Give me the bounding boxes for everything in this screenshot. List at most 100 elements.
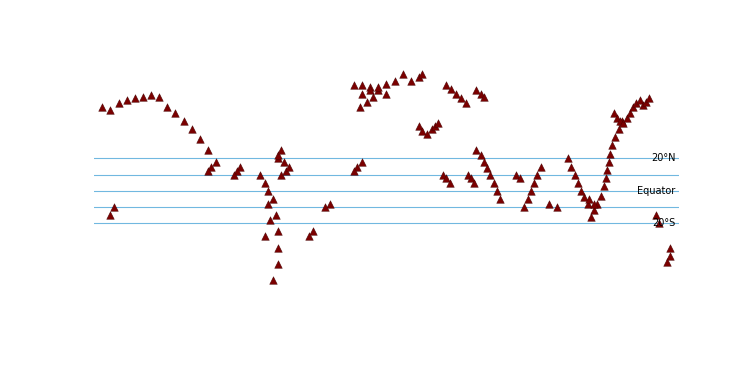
Point bbox=[108, 204, 120, 210]
Point bbox=[460, 100, 472, 106]
Point bbox=[470, 87, 482, 93]
Point bbox=[653, 221, 665, 226]
Point bbox=[588, 208, 600, 213]
Point bbox=[661, 259, 673, 265]
Point bbox=[137, 94, 149, 100]
Point bbox=[572, 180, 584, 186]
Point bbox=[231, 168, 243, 174]
Point bbox=[264, 217, 276, 223]
Point bbox=[271, 152, 284, 158]
Point bbox=[426, 126, 438, 132]
Point bbox=[372, 87, 385, 93]
Point bbox=[121, 97, 133, 103]
Point bbox=[605, 151, 617, 157]
Point bbox=[388, 78, 400, 84]
Point bbox=[621, 115, 633, 121]
Point bbox=[455, 95, 467, 101]
Point bbox=[205, 164, 217, 169]
Point bbox=[525, 188, 537, 194]
Text: Equator: Equator bbox=[637, 186, 676, 196]
Point bbox=[283, 164, 295, 169]
Point bbox=[609, 134, 621, 140]
Point bbox=[145, 92, 157, 98]
Point bbox=[484, 172, 496, 178]
Point bbox=[161, 104, 173, 110]
Point bbox=[637, 102, 649, 108]
Point bbox=[413, 123, 425, 129]
Point bbox=[532, 172, 544, 178]
Point bbox=[278, 159, 290, 165]
Point bbox=[416, 71, 428, 77]
Point bbox=[640, 99, 652, 105]
Point bbox=[443, 180, 455, 186]
Point bbox=[228, 172, 240, 178]
Point bbox=[262, 188, 274, 194]
Point bbox=[440, 175, 452, 181]
Point bbox=[380, 91, 392, 97]
Point bbox=[588, 201, 600, 207]
Point bbox=[254, 172, 266, 178]
Point bbox=[599, 175, 611, 181]
Point bbox=[380, 81, 392, 87]
Point bbox=[267, 196, 279, 202]
Point bbox=[185, 126, 198, 132]
Point bbox=[562, 155, 575, 161]
Point bbox=[522, 196, 534, 202]
Point bbox=[612, 126, 624, 132]
Point bbox=[270, 212, 282, 218]
Point bbox=[468, 180, 480, 186]
Point bbox=[437, 172, 449, 178]
Point bbox=[202, 168, 214, 174]
Point bbox=[528, 180, 540, 186]
Point bbox=[575, 188, 587, 194]
Point bbox=[105, 212, 117, 218]
Point bbox=[491, 188, 503, 194]
Point bbox=[348, 168, 360, 174]
Point bbox=[271, 261, 284, 267]
Point bbox=[361, 99, 373, 105]
Point bbox=[405, 78, 417, 84]
Point bbox=[364, 87, 376, 93]
Point bbox=[566, 164, 578, 169]
Point bbox=[280, 168, 292, 174]
Point bbox=[513, 175, 526, 181]
Point bbox=[616, 118, 628, 124]
Point bbox=[259, 180, 271, 186]
Point bbox=[601, 167, 613, 173]
Point bbox=[494, 196, 506, 202]
Point bbox=[602, 159, 615, 165]
Point bbox=[630, 100, 642, 106]
Point bbox=[367, 94, 379, 100]
Point bbox=[664, 245, 676, 251]
Text: 20°N: 20°N bbox=[651, 154, 676, 164]
Point bbox=[624, 110, 636, 116]
Point bbox=[354, 104, 366, 110]
Point bbox=[461, 172, 474, 178]
Point bbox=[262, 201, 274, 207]
Point bbox=[271, 155, 284, 161]
Point bbox=[397, 71, 409, 77]
Point bbox=[267, 277, 279, 283]
Point bbox=[421, 131, 433, 137]
Point bbox=[351, 164, 363, 169]
Point bbox=[323, 201, 336, 207]
Point bbox=[170, 110, 182, 116]
Point bbox=[591, 201, 603, 207]
Point bbox=[478, 159, 490, 165]
Point bbox=[510, 172, 523, 178]
Point bbox=[569, 172, 581, 178]
Point bbox=[606, 142, 618, 148]
Point bbox=[302, 233, 314, 239]
Point bbox=[664, 253, 676, 259]
Point bbox=[535, 164, 547, 169]
Point bbox=[129, 95, 141, 101]
Point bbox=[194, 136, 206, 142]
Point bbox=[153, 94, 165, 100]
Point bbox=[177, 118, 189, 124]
Point bbox=[618, 120, 630, 126]
Text: 20°S: 20°S bbox=[652, 218, 676, 228]
Point bbox=[105, 107, 117, 113]
Point bbox=[585, 214, 597, 220]
Point bbox=[413, 74, 425, 80]
Point bbox=[474, 91, 486, 97]
